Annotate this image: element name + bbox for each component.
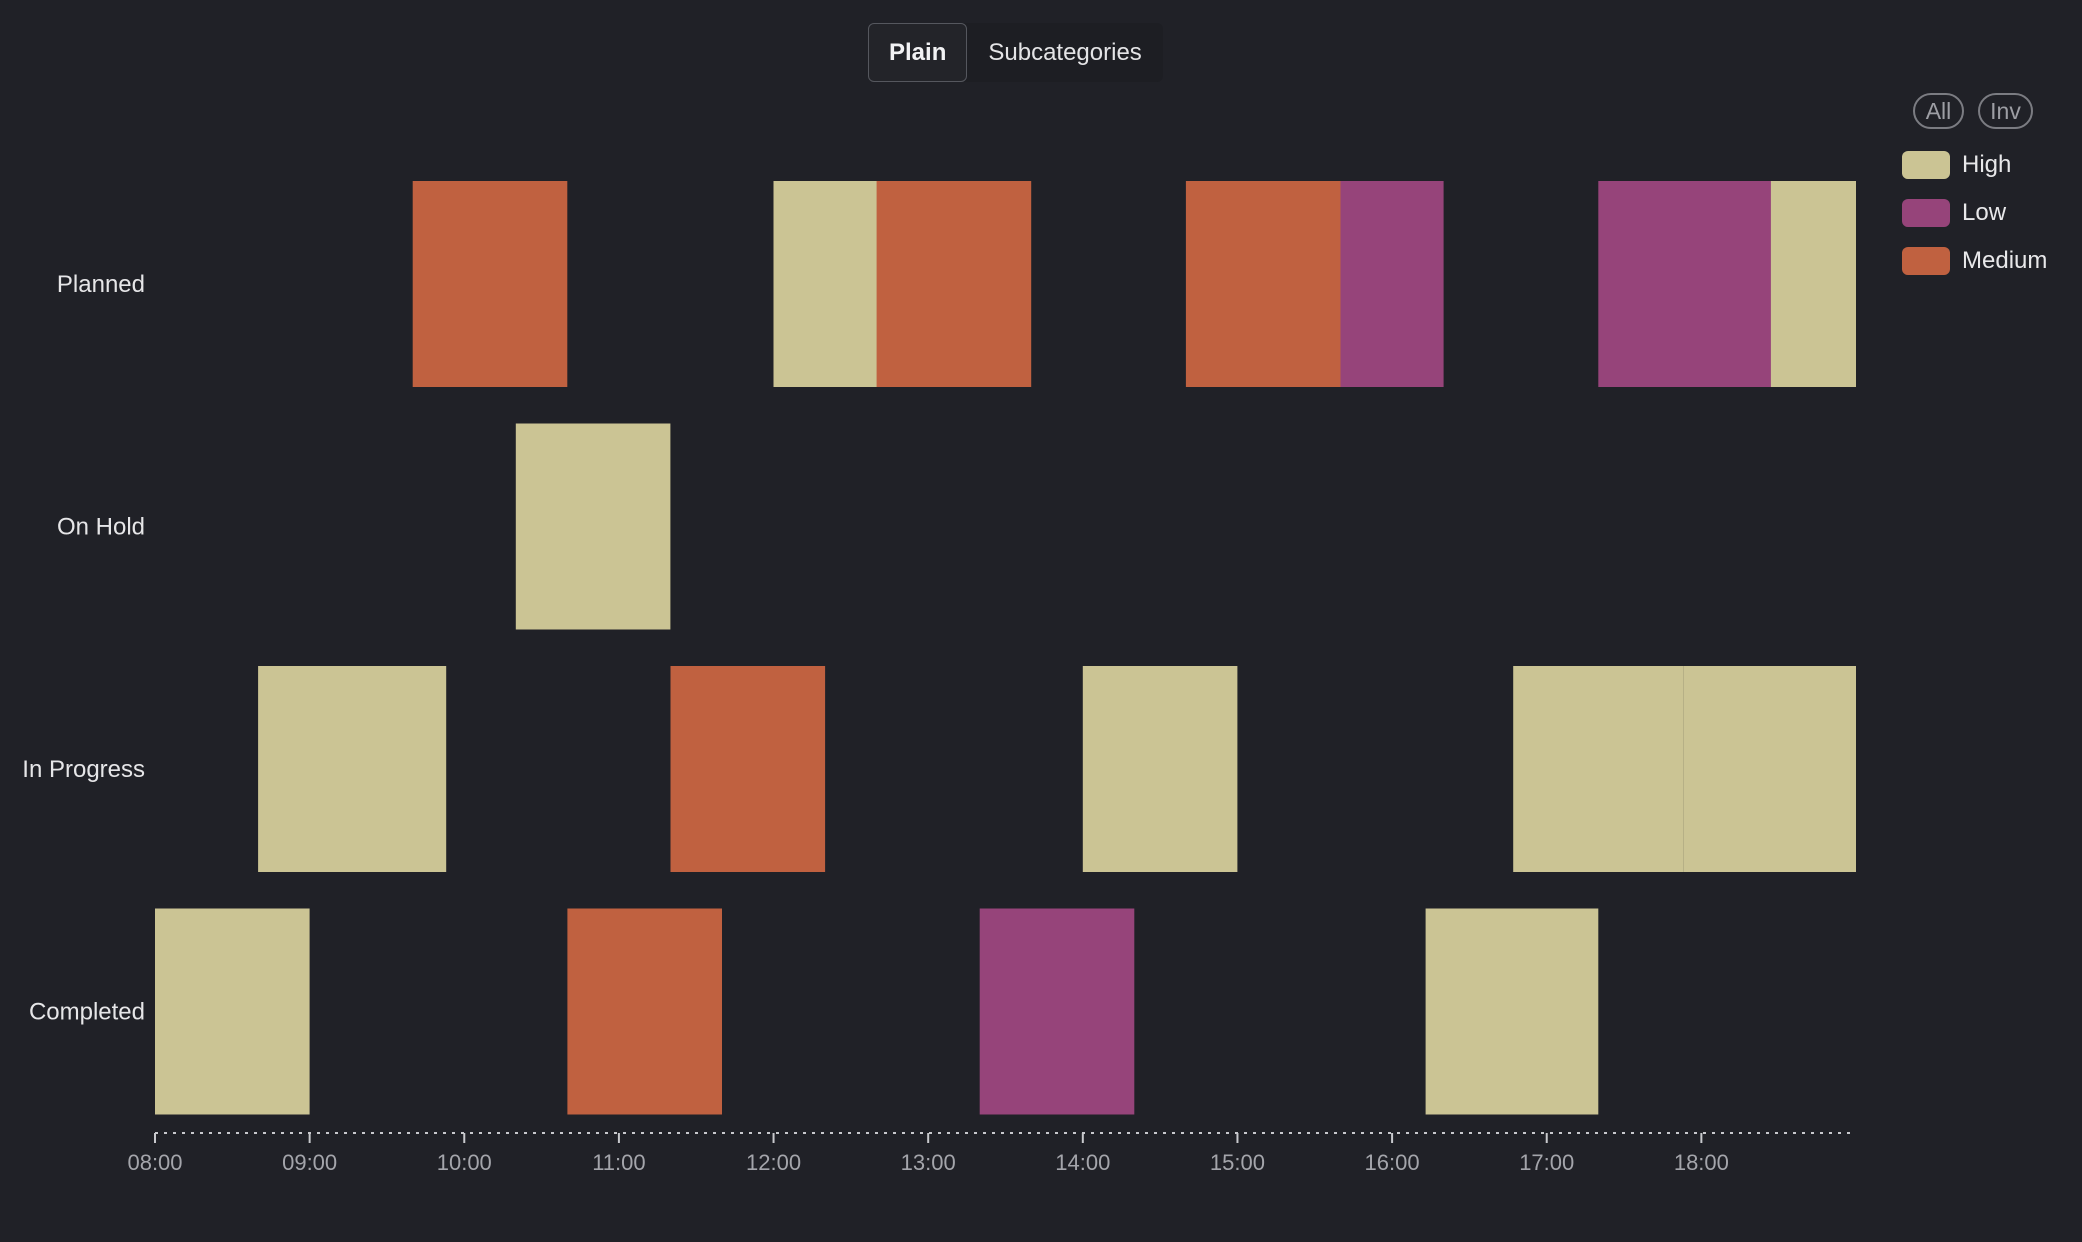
task-bar-completed-medium[interactable]: [567, 908, 722, 1115]
legend-swatch-high: [1902, 151, 1950, 179]
legend-item-low[interactable]: Low: [1902, 199, 2006, 227]
plain-toggle-button[interactable]: Plain: [868, 23, 968, 82]
task-bar-planned-medium[interactable]: [1185, 181, 1341, 387]
task-bar-planned-medium[interactable]: [876, 181, 1032, 387]
x-tick-label: 09:00: [282, 1150, 337, 1175]
x-tick-label: 12:00: [746, 1150, 801, 1175]
task-bar-in-progress-high[interactable]: [1683, 666, 1856, 872]
legend-label-medium: Medium: [1962, 247, 2048, 274]
category-label-in-progress: In Progress: [22, 756, 145, 783]
x-tick-label: 14:00: [1055, 1150, 1110, 1175]
category-label-planned: Planned: [57, 271, 145, 298]
x-tick-label: 11:00: [592, 1150, 645, 1175]
task-bar-planned-high[interactable]: [1770, 181, 1856, 387]
x-tick-label: 18:00: [1674, 1150, 1729, 1175]
task-bar-in-progress-high[interactable]: [1513, 666, 1684, 872]
legend-label-low: Low: [1962, 199, 2007, 226]
legend-invert-button[interactable]: Inv: [1978, 93, 2033, 129]
x-tick-label: 10:00: [437, 1150, 492, 1175]
subcategories-toggle-button[interactable]: Subcategories: [988, 38, 1142, 66]
task-bar-in-progress-high[interactable]: [258, 666, 447, 872]
view-toggle: Plain Subcategories: [868, 23, 1163, 82]
x-tick-label: 08:00: [127, 1150, 182, 1175]
task-bar-planned-low[interactable]: [1598, 181, 1771, 387]
legend-label-high: High: [1962, 151, 2012, 178]
x-tick-label: 13:00: [901, 1150, 956, 1175]
task-bar-completed-high[interactable]: [1425, 908, 1599, 1115]
category-label-completed: Completed: [29, 999, 145, 1026]
legend-select-all-button[interactable]: All: [1913, 93, 1964, 129]
task-bar-on-hold-high[interactable]: [515, 423, 671, 630]
task-bar-planned-medium[interactable]: [412, 181, 568, 387]
task-bar-completed-low[interactable]: [979, 908, 1135, 1115]
legend-swatch-low: [1902, 199, 1950, 227]
task-bar-completed-high[interactable]: [155, 908, 310, 1115]
legend-item-medium[interactable]: Medium: [1902, 247, 2047, 275]
legend-swatch-medium: [1902, 247, 1950, 275]
x-tick-label: 15:00: [1210, 1150, 1265, 1175]
legend-item-high[interactable]: High: [1902, 151, 2011, 179]
x-tick-label: 17:00: [1519, 1150, 1574, 1175]
category-label-on-hold: On Hold: [57, 514, 145, 541]
task-bar-in-progress-high[interactable]: [1082, 666, 1238, 872]
task-bar-planned-low[interactable]: [1340, 181, 1444, 387]
x-tick-label: 16:00: [1365, 1150, 1420, 1175]
task-bar-in-progress-medium[interactable]: [670, 666, 826, 872]
